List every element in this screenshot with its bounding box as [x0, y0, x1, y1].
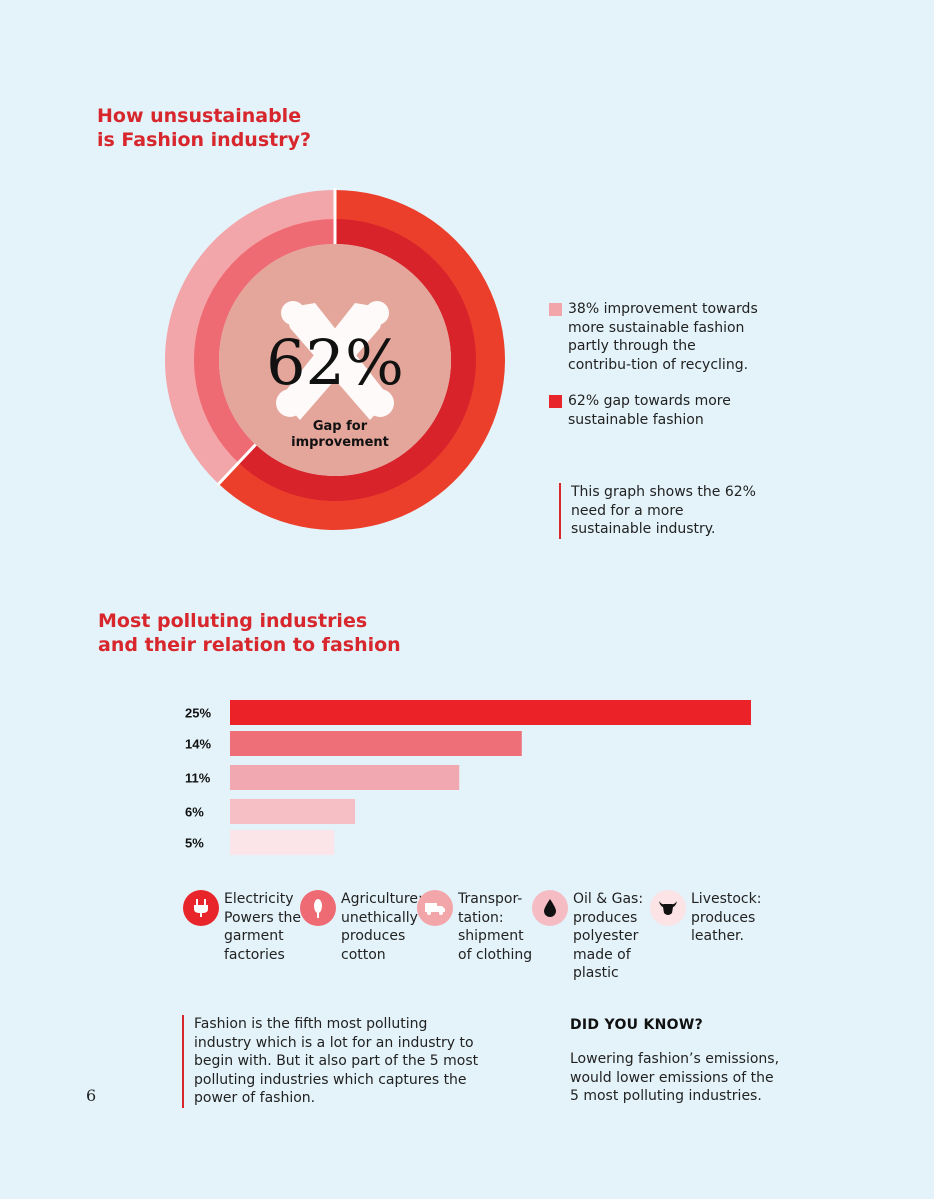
- bar: [230, 700, 751, 725]
- legend-item-gap: 62% gap towards more sustainable fashion: [549, 392, 759, 429]
- bar-label: 5%: [185, 836, 204, 851]
- donut-outer-slice-gap: [218, 190, 505, 530]
- title-line-1: How unsustainable: [97, 105, 302, 127]
- cotton-icon: [300, 890, 336, 926]
- title-line-2: and their relation to fashion: [98, 634, 401, 656]
- donut-inner-slice-improvement: [194, 219, 335, 463]
- bar-label: 11%: [185, 771, 211, 786]
- donut-center-label-1: Gap for: [313, 419, 368, 434]
- section-title-fashion-sustainability: How unsustainable is Fashion industry?: [97, 104, 311, 152]
- graph-note: This graph shows the 62% need for a more…: [559, 483, 761, 539]
- legend-item-improvement: 38% improvement towards more sustainable…: [549, 300, 759, 374]
- fashion-note: Fashion is the fifth most polluting indu…: [182, 1015, 479, 1108]
- oil-drop-icon: [532, 890, 568, 926]
- page-number: 6: [86, 1086, 97, 1105]
- bar: [230, 731, 522, 756]
- legend-label: 38% improvement towards more sustainable…: [568, 301, 758, 373]
- bar-label: 6%: [185, 805, 204, 820]
- industry-label: Agriculture: unethically produces cotton: [341, 891, 423, 963]
- section-title-polluting-industries: Most polluting industries and their rela…: [98, 609, 401, 657]
- donut-outer-slice-improvement: [165, 190, 335, 484]
- legend-swatch: [549, 303, 562, 316]
- cow-icon: [650, 890, 686, 926]
- bar-label: 14%: [185, 737, 211, 752]
- industry-label: Transpor-tation: shipment of clothing: [458, 891, 533, 963]
- industry-label: Livestock: produces leather.: [691, 891, 762, 944]
- plug-icon: [183, 890, 219, 926]
- title-line-1: Most polluting industries: [98, 610, 368, 632]
- legend-label: 62% gap towards more sustainable fashion: [568, 393, 731, 428]
- industry-label: Electricity Powers the garment factories: [224, 891, 302, 963]
- title-line-2: is Fashion industry?: [97, 129, 312, 151]
- bar: [230, 765, 460, 790]
- donut-center-value: 62%: [266, 326, 404, 399]
- donut-separator: [216, 442, 258, 487]
- bar-chart: 25% 14% 11% 6% 5%: [185, 700, 751, 855]
- industry-label: Oil & Gas: produces polyester made of pl…: [573, 891, 644, 981]
- did-you-know-title: DID YOU KNOW?: [570, 1017, 704, 1033]
- donut-inner-slice-gap: [238, 219, 476, 501]
- crossed-needles-icon: [276, 301, 394, 420]
- donut-chart: 62% Gap for improvement: [165, 188, 505, 530]
- did-you-know-text: Lowering fashion’s emissions, would lowe…: [570, 1051, 780, 1104]
- bar: [230, 830, 335, 855]
- bar: [230, 799, 356, 824]
- legend-swatch: [549, 395, 562, 408]
- truck-icon: [417, 890, 453, 926]
- bar-label: 25%: [185, 706, 211, 721]
- donut-center-label-2: improvement: [291, 435, 389, 450]
